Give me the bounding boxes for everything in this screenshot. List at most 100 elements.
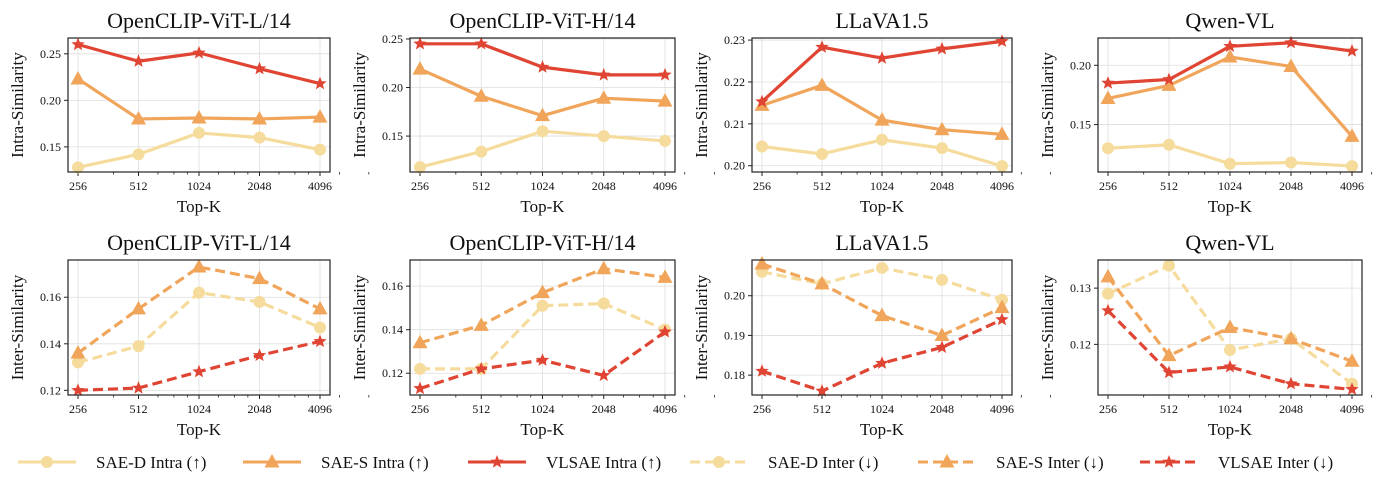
legend-label: VLSAE Intra (↑) bbox=[546, 453, 661, 472]
x-axis-label: Top-K bbox=[177, 197, 222, 216]
x-axis-label: Top-K bbox=[1208, 420, 1253, 439]
x-tick-label: 512 bbox=[813, 179, 831, 193]
y-axis-label: Inter-Similarity bbox=[1038, 274, 1057, 380]
x-tick-label: 512 bbox=[130, 179, 148, 193]
y-tick-label: 0.15 bbox=[382, 129, 403, 143]
star-marker bbox=[1101, 76, 1115, 89]
circle-marker bbox=[876, 261, 888, 274]
x-tick-label: 2048 bbox=[592, 402, 616, 416]
subplot: 0.12 0.14 0.16 256 512 1024 2048 4096 OpenCLIP-V… bbox=[350, 230, 715, 439]
subplot-title: OpenCLIP-ViT-H/14 bbox=[449, 230, 635, 255]
star-marker bbox=[875, 356, 889, 369]
x-tick-label: 1024 bbox=[870, 179, 894, 193]
x-tick-label: 512 bbox=[813, 402, 831, 416]
star-marker bbox=[71, 383, 85, 396]
y-tick-label: 0.20 bbox=[724, 289, 745, 303]
plot-frame bbox=[67, 37, 331, 173]
legend-item: VLSAE Inter (↓) bbox=[1140, 453, 1333, 472]
subplot-title: OpenCLIP-ViT-H/14 bbox=[449, 8, 635, 33]
triangle-marker bbox=[131, 110, 146, 125]
y-axis-label: Inter-Similarity bbox=[692, 274, 711, 380]
series-line-sae-d bbox=[420, 301, 666, 371]
x-tick-label: 4096 bbox=[653, 179, 677, 193]
star-marker bbox=[535, 60, 550, 73]
star-marker bbox=[252, 348, 267, 362]
y-tick-label: 0.23 bbox=[724, 33, 745, 47]
x-tick-label: 256 bbox=[411, 179, 429, 193]
circle-marker bbox=[414, 161, 426, 174]
x-axis-label: Top-K bbox=[520, 420, 565, 439]
subplot-title: LLaVA1.5 bbox=[835, 230, 928, 255]
legend-label: SAE-S Intra (↑) bbox=[321, 453, 429, 472]
y-tick-label: 0.12 bbox=[1070, 337, 1091, 351]
x-axis-label: Top-K bbox=[177, 420, 222, 439]
series-line-sae-s bbox=[761, 262, 1003, 338]
x-tick-label: 256 bbox=[69, 179, 87, 193]
triangle-marker bbox=[252, 110, 267, 125]
x-tick-label: 512 bbox=[1160, 179, 1178, 193]
triangle-marker bbox=[70, 345, 86, 359]
star-marker bbox=[935, 41, 949, 55]
x-tick-label: 1024 bbox=[187, 179, 211, 193]
circle-marker bbox=[713, 456, 725, 468]
subplot: 0.15 0.20 0.25 256 512 1024 2048 4096 OpenCLIP-V… bbox=[8, 8, 370, 216]
triangle-marker bbox=[473, 317, 489, 331]
x-axis-label: Top-K bbox=[520, 197, 565, 216]
subplot-title: OpenCLIP-ViT-L/14 bbox=[107, 8, 291, 33]
circle-marker bbox=[1163, 259, 1175, 272]
legend-label: SAE-D Inter (↓) bbox=[768, 453, 878, 472]
x-tick-label: 4096 bbox=[990, 179, 1014, 193]
x-tick-label: 1024 bbox=[531, 179, 555, 193]
plot-frame bbox=[751, 37, 1013, 173]
x-tick-label: 1024 bbox=[870, 402, 894, 416]
circle-marker bbox=[41, 456, 53, 468]
triangle-marker bbox=[535, 107, 550, 122]
triangle-marker bbox=[596, 260, 612, 275]
star-marker bbox=[597, 67, 611, 81]
y-tick-label: 0.20 bbox=[724, 159, 745, 173]
x-axis-label: Top-K bbox=[860, 197, 905, 216]
star-marker bbox=[1345, 44, 1359, 57]
circle-marker bbox=[314, 143, 326, 156]
y-tick-label: 0.15 bbox=[1070, 118, 1091, 132]
legend-label: SAE-D Intra (↑) bbox=[96, 453, 206, 472]
triangle-marker bbox=[994, 299, 1010, 314]
star-marker bbox=[413, 36, 427, 50]
star-marker bbox=[755, 364, 769, 377]
x-tick-label: 512 bbox=[1160, 402, 1178, 416]
y-tick-label: 0.16 bbox=[382, 279, 403, 293]
triangle-marker bbox=[596, 90, 612, 104]
y-tick-label: 0.16 bbox=[40, 290, 61, 304]
circle-marker bbox=[1346, 160, 1358, 173]
y-axis-label: Intra-Similarity bbox=[350, 52, 369, 158]
triangle-marker bbox=[1222, 48, 1238, 63]
circle-marker bbox=[314, 321, 326, 334]
star-marker bbox=[755, 94, 769, 108]
x-tick-label: 2048 bbox=[592, 179, 616, 193]
y-tick-label: 0.14 bbox=[40, 337, 61, 351]
y-tick-label: 0.21 bbox=[724, 117, 745, 131]
star-marker bbox=[1162, 455, 1176, 468]
y-tick-label: 0.25 bbox=[40, 47, 61, 61]
circle-marker bbox=[132, 340, 145, 353]
y-tick-label: 0.22 bbox=[724, 75, 745, 89]
y-tick-label: 0.13 bbox=[1070, 281, 1091, 295]
y-axis-label: Inter-Similarity bbox=[350, 274, 369, 380]
legend-item: SAE-D Inter (↓) bbox=[690, 453, 878, 472]
plot-frame bbox=[409, 259, 676, 396]
triangle-marker bbox=[814, 77, 830, 91]
circle-marker bbox=[193, 126, 205, 139]
triangle-marker bbox=[312, 109, 328, 123]
y-tick-label: 0.20 bbox=[382, 81, 403, 95]
triangle-marker bbox=[1100, 90, 1116, 104]
triangle-marker bbox=[874, 112, 890, 126]
x-axis-label: Top-K bbox=[860, 420, 905, 439]
circle-marker bbox=[536, 299, 549, 312]
y-axis-label: Intra-Similarity bbox=[692, 52, 711, 158]
y-tick-label: 0.15 bbox=[40, 140, 61, 154]
x-tick-label: 4096 bbox=[653, 402, 677, 416]
circle-marker bbox=[876, 133, 888, 146]
subplot: 0.15 0.20 256 512 1024 2048 4096 Qwen-VL Top-K In… bbox=[1038, 8, 1373, 216]
circle-marker bbox=[1224, 157, 1236, 170]
star-marker bbox=[192, 45, 206, 59]
